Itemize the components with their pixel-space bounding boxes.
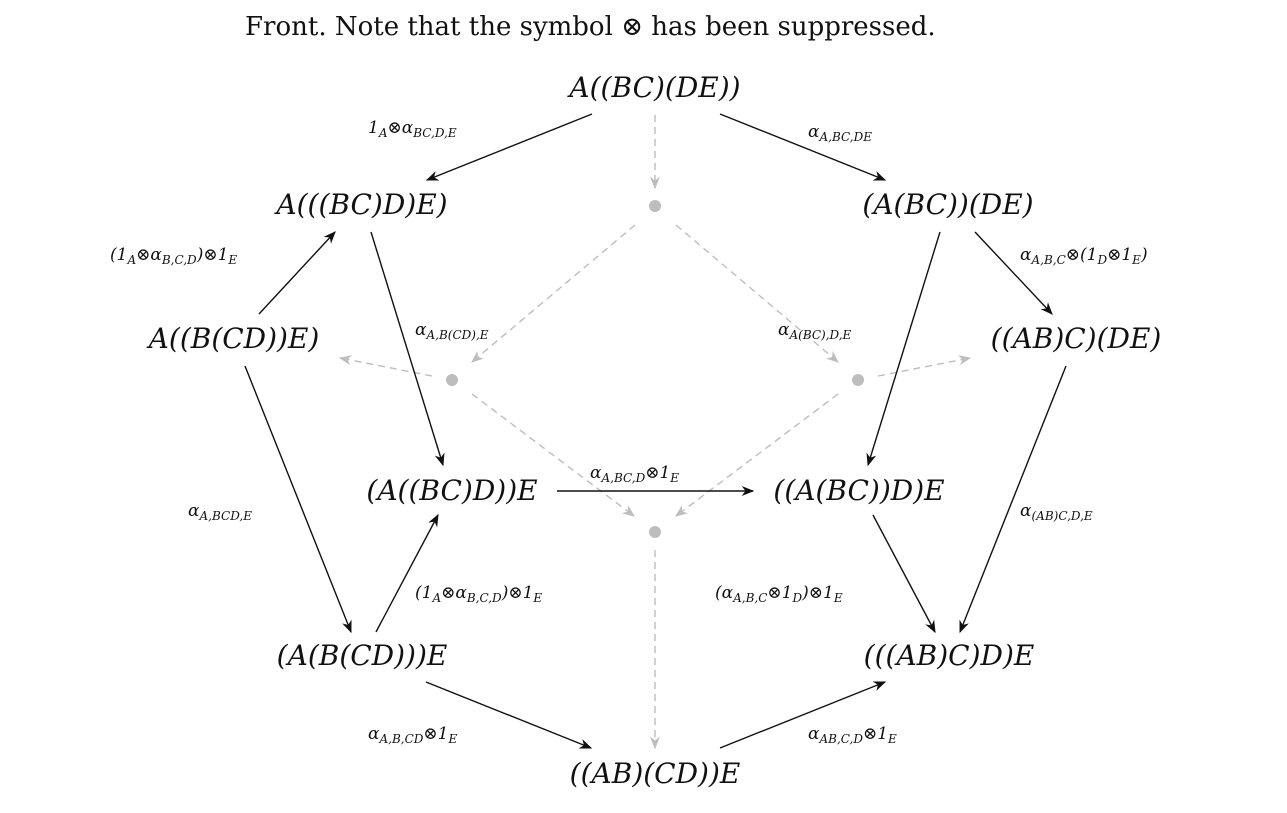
node-label: A((B(CD))E) (146, 322, 320, 355)
edge-label: αA,BC,D⊗1E (590, 463, 679, 485)
back-edge (471, 393, 636, 517)
edge-n5-n9 (959, 365, 1067, 634)
back-edge (471, 224, 636, 363)
edge-n2-n6 (370, 231, 445, 467)
edge-n1-n2 (425, 113, 593, 181)
edge-label: (1A⊗αB,C,D)⊗1E (415, 583, 542, 605)
edge-label: αAB,C,D⊗1E (808, 724, 897, 746)
vertex-dot (852, 374, 864, 386)
node-label: (A(BC))(DE) (862, 188, 1033, 221)
edge-n3-n7 (866, 231, 941, 467)
vertex-dot (649, 200, 661, 212)
node-label: (((AB)C)D)E (864, 639, 1035, 672)
edge-label: αA,B,C⊗(1D⊗1E) (1020, 245, 1148, 267)
node-label: ((AB)(CD))E (570, 757, 741, 790)
caption: Front. Note that the symbol ⊗ has been s… (245, 12, 936, 42)
front-edges (244, 113, 1067, 749)
edge-n10-n9 (719, 681, 887, 749)
node-label: A(((BC)D)E) (273, 188, 447, 221)
edge-label: 1A⊗αBC,D,E (368, 118, 457, 140)
node-label: (A((BC)D))E (366, 474, 537, 507)
edge-label: αA,B(CD),E (415, 320, 489, 342)
edge-n8-n10 (425, 681, 593, 749)
edge-n8-n6 (375, 513, 439, 633)
back-edge (674, 393, 839, 517)
edge-n4-n8 (244, 365, 352, 634)
edge-n4-n2 (258, 231, 336, 315)
back-edge (877, 355, 972, 377)
node-label: ((AB)C)(DE) (991, 322, 1162, 355)
edge-label: αA(BC),D,E (778, 320, 852, 342)
edge-label: (1A⊗αB,C,D)⊗1E (110, 245, 237, 267)
edge-label: αA,B,CD⊗1E (368, 724, 457, 746)
nodes: A((BC)(DE)) A(((BC)D)E) (A(BC))(DE) A((B… (146, 71, 1162, 790)
edge-label: αA,BC,DE (808, 122, 872, 144)
edge-n7-n9 (872, 514, 936, 634)
node-label: ((A(BC))D)E (773, 474, 944, 507)
node-label: A((BC)(DE)) (566, 71, 740, 104)
vertex-dot (649, 526, 661, 538)
back-edges (338, 115, 972, 750)
edge-n3-n5 (974, 231, 1053, 315)
edge-label: αA,BCD,E (188, 501, 252, 523)
back-edge (338, 355, 433, 377)
vertex-dot (446, 374, 458, 386)
edge-n1-n3 (719, 113, 887, 181)
node-label: (A(B(CD)))E (277, 639, 448, 672)
edge-label: (αA,B,C⊗1D)⊗1E (715, 583, 843, 605)
edge-label: α(AB)C,D,E (1020, 501, 1093, 523)
edge-labels: 1A⊗αBC,D,E αA,BC,DE (1A⊗αB,C,D)⊗1E αA,B,… (110, 118, 1148, 746)
